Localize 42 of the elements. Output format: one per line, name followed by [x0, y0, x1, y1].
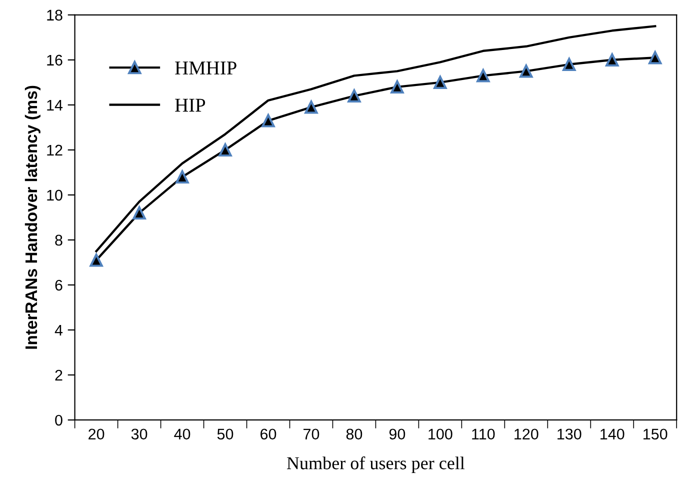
x-tick-label: 140: [600, 428, 624, 440]
point: [648, 51, 662, 64]
y-tick-label: 16: [47, 54, 62, 66]
y-tick-label: 6: [55, 280, 62, 291]
point: [562, 58, 576, 72]
point: [520, 64, 533, 78]
y-tick-label: 10: [47, 190, 62, 201]
x-axis-title: Number of users per cell: [286, 456, 465, 473]
y-axis-title: InterRANs Handover latency (ms): [24, 86, 40, 349]
y-tick-label: 18: [47, 10, 62, 21]
x-tick-label: 110: [472, 428, 495, 440]
x-tick-label: 80: [346, 428, 362, 440]
x-tick-label: 30: [131, 428, 148, 440]
x-tick-label: 50: [217, 428, 234, 440]
point: [262, 114, 275, 128]
y-tick-label: 0: [55, 414, 62, 426]
x-tick-label: 100: [428, 428, 452, 440]
x-tick-label: 20: [88, 428, 104, 440]
point: [218, 143, 232, 157]
y-tick-label: 14: [47, 100, 63, 110]
y-tick-label: 8: [55, 234, 62, 246]
x-tick-label: 60: [260, 428, 276, 440]
legend-label: HIP: [175, 98, 206, 112]
point: [304, 100, 318, 114]
y-tick-label: 2: [55, 370, 62, 380]
point: [90, 254, 103, 267]
point: [176, 170, 189, 184]
y-tick-label: 4: [54, 324, 63, 336]
x-tick-label: 70: [304, 428, 320, 440]
point: [348, 89, 361, 103]
point: [434, 76, 447, 90]
x-tick-label: 40: [174, 428, 190, 440]
y-tick-label: 12: [47, 144, 62, 156]
x-tick-label: 90: [389, 428, 406, 440]
point: [606, 53, 619, 67]
point: [390, 80, 404, 94]
point: [132, 206, 146, 220]
legend-label: HMHIP: [175, 62, 236, 74]
x-tick-label: 130: [558, 428, 582, 440]
x-tick-label: 120: [514, 428, 538, 440]
x-tick-label: 150: [644, 428, 668, 440]
point: [476, 69, 490, 82]
